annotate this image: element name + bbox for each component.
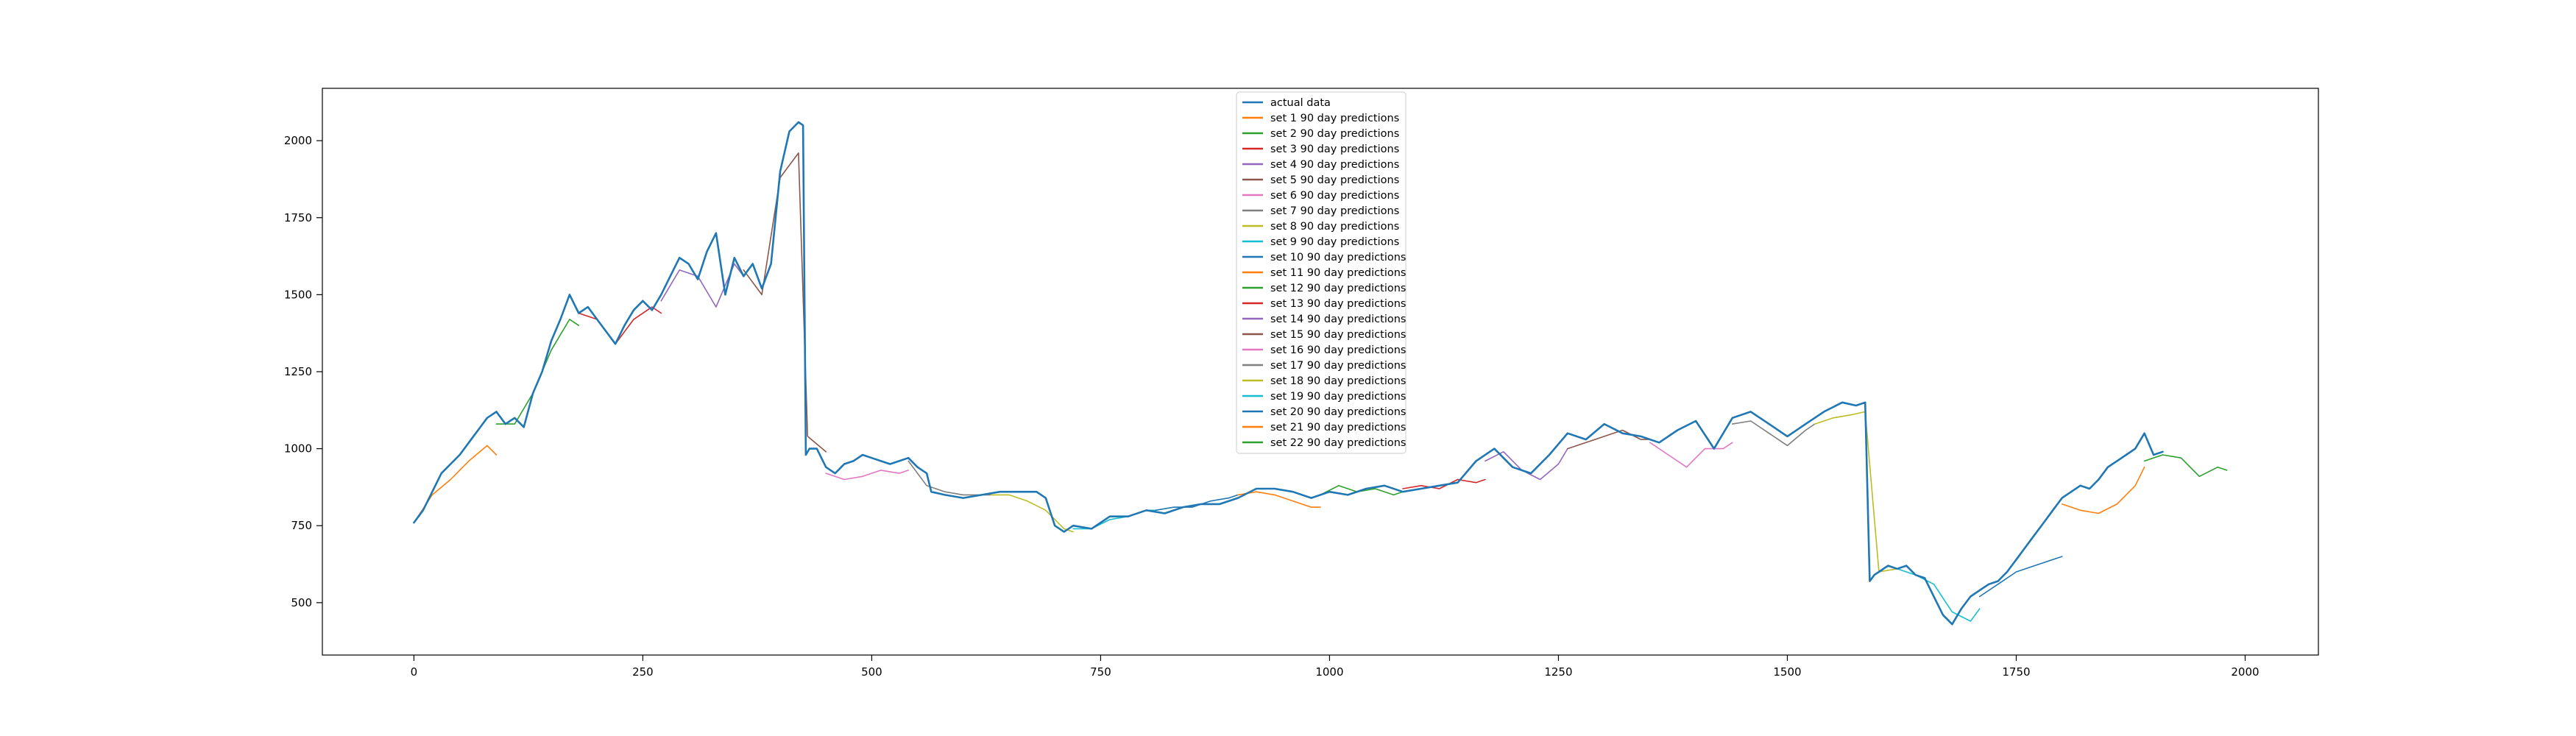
legend-entry-label: set 4 90 day predictions [1270,159,1399,171]
x-tick-label: 1750 [2002,665,2030,679]
legend-entry-label: actual data [1270,97,1331,109]
x-tick-label: 250 [632,665,654,679]
legend-box [1236,91,1406,454]
y-tick-label: 2000 [284,134,312,147]
series-line-set-15-90-day-predictions [1567,429,1651,450]
series-line-set-4-90-day-predictions [660,263,745,308]
y-axis: 500 750 1000 1250 1500 1750 2000 [284,134,322,609]
series-line-set-6-90-day-predictions [825,470,909,481]
y-tick-label: 1750 [284,211,312,224]
series-line-set-12-90-day-predictions [1320,484,1404,496]
series-line-set-11-90-day-predictions [1237,491,1321,508]
legend-entry-label: set 12 90 day predictions [1270,283,1406,294]
legend-entry-label: set 6 90 day predictions [1270,190,1399,202]
legend-entry-label: set 3 90 day predictions [1270,144,1399,155]
legend-entry-label: set 1 90 day predictions [1270,113,1399,124]
legend-entry-label: set 21 90 day predictions [1270,422,1406,434]
legend-entry-label: set 20 90 day predictions [1270,406,1406,418]
x-tick-label: 1000 [1315,665,1343,679]
x-tick-label: 1250 [1544,665,1572,679]
legend-entry-label: set 19 90 day predictions [1270,391,1406,403]
y-tick-label: 1000 [284,442,312,456]
x-tick-label: 500 [861,665,882,679]
legend-entry-label: set 8 90 day predictions [1270,221,1399,233]
x-tick-label: 750 [1090,665,1111,679]
series-line-set-14-90-day-predictions [1485,447,1568,481]
series-line-actual-data [413,121,2164,626]
legend-entry-label: set 17 90 day predictions [1270,360,1406,372]
legend-entry-label: set 22 90 day predictions [1270,437,1406,449]
series-line-set-16-90-day-predictions [1649,442,1733,468]
legend-entry-label: set 7 90 day predictions [1270,205,1399,217]
x-tick-label: 0 [411,665,418,679]
legend-entry-label: set 14 90 day predictions [1270,314,1406,325]
legend-entry-label: set 15 90 day predictions [1270,329,1406,341]
legend-entry-label: set 10 90 day predictions [1270,252,1406,263]
x-tick-label: 2000 [2231,665,2259,679]
y-tick-label: 500 [291,596,312,609]
series-line-set-18-90-day-predictions [1814,411,1898,573]
series-line-set-22-90-day-predictions [2143,454,2228,478]
series-line-set-8-90-day-predictions [990,494,1074,533]
legend-entry-label: set 13 90 day predictions [1270,298,1406,310]
legend-entry-label: set 2 90 day predictions [1270,128,1399,140]
series-line-set-19-90-day-predictions [1896,567,1981,622]
y-tick-label: 750 [291,519,312,532]
series-line-set-20-90-day-predictions [1978,556,2063,598]
series-layer [413,121,2228,626]
legend-entry-label: set 9 90 day predictions [1270,236,1399,248]
series-line-set-17-90-day-predictions [1732,420,1816,447]
y-tick-label: 1500 [284,288,312,301]
series-line-set-21-90-day-predictions [2061,466,2145,514]
x-tick-label: 1500 [1773,665,1801,679]
legend: actual data set 1 90 day predictions set 2… [1236,91,1406,454]
x-axis: 0 250 500 750 1000 1250 1500 1750 2000 [411,655,2260,679]
legend-entry-label: set 18 90 day predictions [1270,375,1406,387]
legend-entry-label: set 5 90 day predictions [1270,174,1399,186]
legend-entry-label: set 11 90 day predictions [1270,267,1406,279]
legend-entry-label: set 16 90 day predictions [1270,344,1406,356]
series-line-set-5-90-day-predictions [743,152,827,453]
y-tick-label: 1250 [284,365,312,378]
